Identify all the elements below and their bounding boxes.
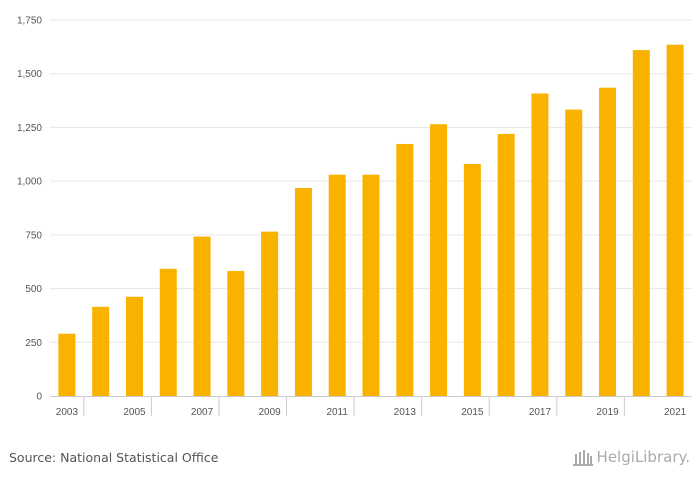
x-tick-label: 2017	[529, 407, 552, 418]
x-tick-label: 2013	[394, 407, 417, 418]
x-tick-label: 2003	[56, 407, 79, 418]
bar-2021[interactable]	[666, 44, 684, 397]
axes	[50, 396, 692, 416]
bar-2012[interactable]	[362, 174, 380, 396]
bars	[58, 44, 684, 397]
bar-2020[interactable]	[632, 50, 650, 397]
library-building-icon	[572, 450, 593, 466]
bar-2006[interactable]	[159, 268, 177, 396]
x-tick-label: 2019	[596, 407, 619, 418]
bar-2010[interactable]	[294, 188, 312, 396]
bar-2019[interactable]	[599, 87, 617, 397]
bar-2005[interactable]	[125, 296, 143, 396]
tick-labels: 0 250 500 750 1,000 1,250 1,500 1,750 2003 2005 20…	[17, 16, 687, 419]
x-tick-label: 2015	[461, 407, 484, 418]
bar-2016[interactable]	[497, 133, 515, 397]
bar-2018[interactable]	[565, 109, 583, 396]
bar-2009[interactable]	[261, 231, 279, 396]
x-tick-label: 2009	[259, 407, 282, 418]
source-note: Source: National Statistical Office	[9, 450, 219, 465]
bar-chart: 0 250 500 750 1,000 1,250 1,500 1,750 2003 2005 20…	[17, 16, 692, 419]
bar-2015[interactable]	[463, 163, 481, 396]
bar-2003[interactable]	[58, 333, 76, 396]
bar-2011[interactable]	[328, 174, 346, 396]
y-tick-label: 750	[25, 230, 42, 241]
y-tick-label: 250	[25, 338, 42, 349]
y-tick-label: 1,000	[17, 177, 42, 188]
x-tick-label: 2011	[326, 407, 348, 418]
bar-2007[interactable]	[193, 236, 211, 396]
bar-2017[interactable]	[531, 93, 549, 396]
x-tick-label: 2021	[664, 407, 687, 418]
bar-2014[interactable]	[430, 124, 448, 396]
x-tick-label: 2005	[123, 407, 146, 418]
logo-text: HelgiLibrary.	[596, 448, 690, 466]
y-tick-label: 1,500	[17, 69, 42, 80]
y-tick-label: 0	[36, 392, 42, 403]
y-tick-label: 1,250	[17, 123, 42, 134]
bar-2004[interactable]	[92, 306, 110, 396]
x-tick-label: 2007	[191, 407, 214, 418]
bar-2008[interactable]	[227, 270, 245, 396]
bar-2013[interactable]	[396, 143, 414, 396]
y-tick-label: 500	[25, 284, 42, 295]
helgi-library-logo[interactable]: HelgiLibrary.	[572, 448, 690, 466]
y-tick-label: 1,750	[17, 16, 42, 27]
